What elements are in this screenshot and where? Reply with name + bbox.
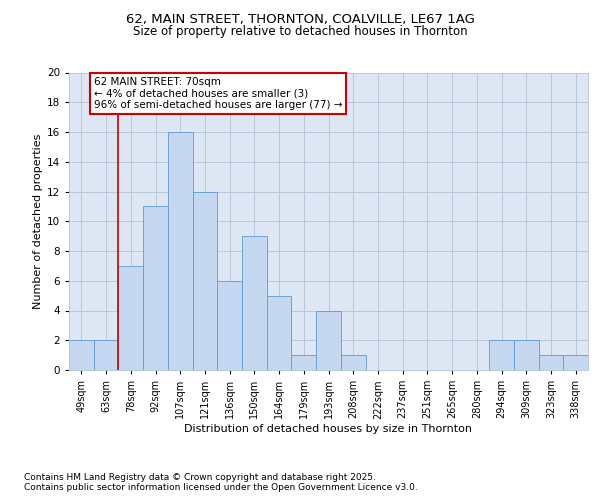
- Bar: [168, 132, 193, 370]
- Bar: [489, 340, 514, 370]
- Bar: [341, 355, 365, 370]
- Bar: [217, 281, 242, 370]
- Bar: [514, 340, 539, 370]
- Bar: [316, 310, 341, 370]
- Bar: [292, 355, 316, 370]
- Bar: [267, 296, 292, 370]
- Bar: [69, 340, 94, 370]
- Text: 62, MAIN STREET, THORNTON, COALVILLE, LE67 1AG: 62, MAIN STREET, THORNTON, COALVILLE, LE…: [125, 12, 475, 26]
- Text: Size of property relative to detached houses in Thornton: Size of property relative to detached ho…: [133, 25, 467, 38]
- Bar: [118, 266, 143, 370]
- Text: Contains public sector information licensed under the Open Government Licence v3: Contains public sector information licen…: [24, 484, 418, 492]
- Bar: [94, 340, 118, 370]
- Bar: [563, 355, 588, 370]
- Bar: [242, 236, 267, 370]
- Text: 62 MAIN STREET: 70sqm
← 4% of detached houses are smaller (3)
96% of semi-detach: 62 MAIN STREET: 70sqm ← 4% of detached h…: [94, 77, 342, 110]
- Bar: [143, 206, 168, 370]
- Bar: [539, 355, 563, 370]
- Bar: [193, 192, 217, 370]
- X-axis label: Distribution of detached houses by size in Thornton: Distribution of detached houses by size …: [185, 424, 473, 434]
- Y-axis label: Number of detached properties: Number of detached properties: [32, 134, 43, 309]
- Text: Contains HM Land Registry data © Crown copyright and database right 2025.: Contains HM Land Registry data © Crown c…: [24, 472, 376, 482]
